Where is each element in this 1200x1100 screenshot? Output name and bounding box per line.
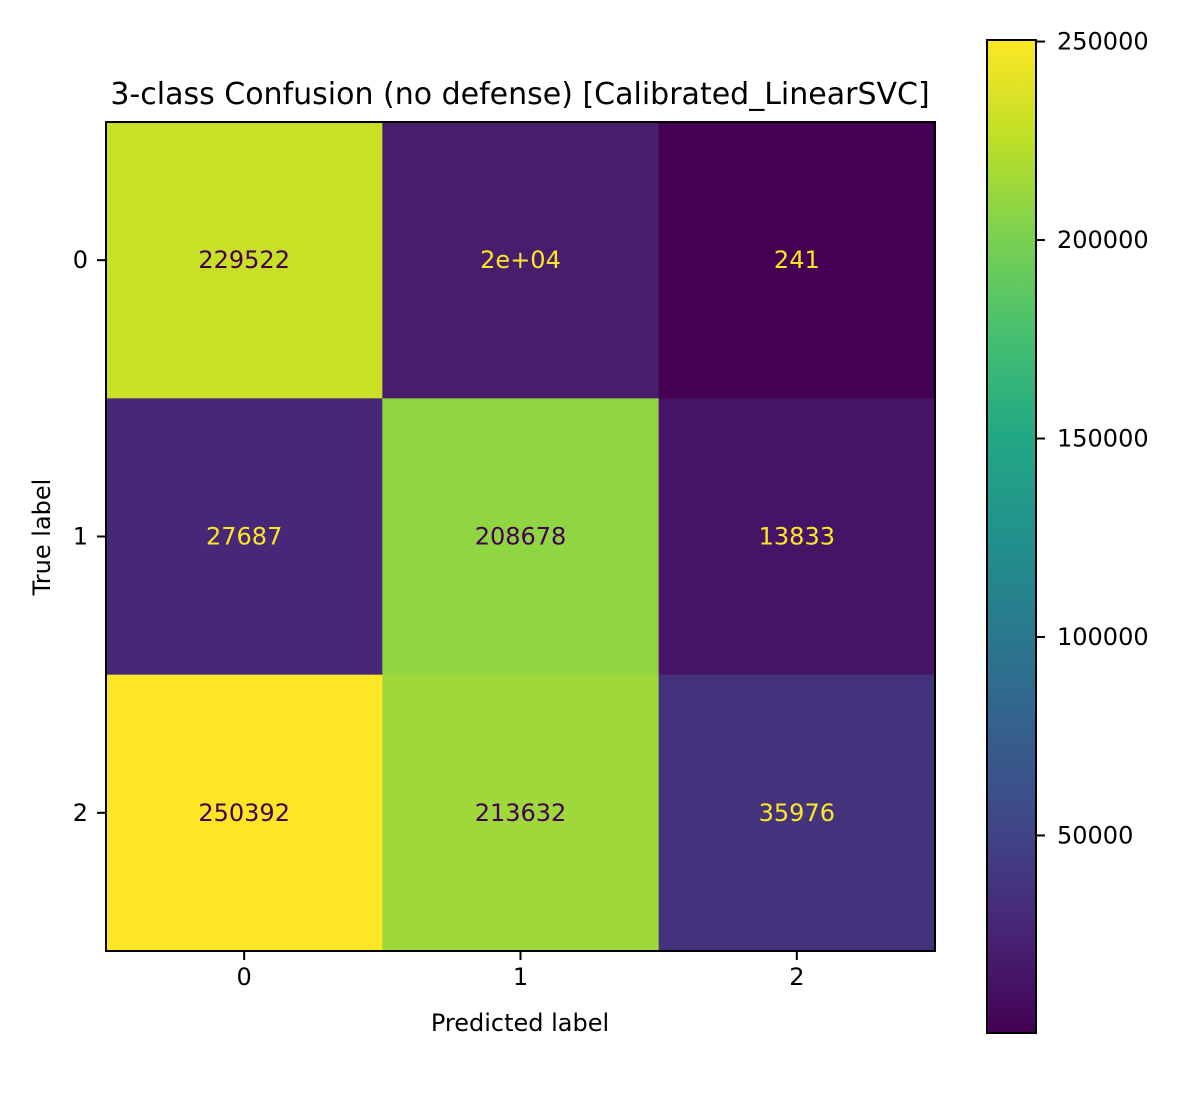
- y-tick-label-2: 2: [73, 799, 88, 827]
- colorbar-tick-label-2: 150000: [1057, 425, 1149, 453]
- cell-value-1-2: 13833: [759, 523, 835, 551]
- heatmap-cell-1-1: [382, 398, 660, 676]
- heatmap-cell-0-0: [106, 122, 383, 399]
- x-tick-label-1: 1: [513, 963, 528, 991]
- y-tick-label-1: 1: [73, 523, 88, 551]
- heatmap-cell-1-0: [106, 398, 383, 676]
- chart-title: 3-class Confusion (no defense) [Calibrat…: [110, 77, 929, 112]
- cell-value-2-2: 35976: [759, 799, 835, 827]
- x-tick-label-0: 0: [237, 963, 252, 991]
- cell-value-2-0: 250392: [198, 799, 290, 827]
- cell-value-0-0: 229522: [198, 246, 290, 274]
- heatmap-cell-2-1: [382, 674, 660, 952]
- cell-value-2-1: 213632: [475, 799, 567, 827]
- heatmap-cell-0-2: [658, 122, 936, 399]
- heatmap-cells: [106, 122, 936, 952]
- colorbar-tick-label-0: 50000: [1057, 821, 1133, 849]
- colorbar-ticks: 50000 100000 150000 200000 250000: [1036, 28, 1149, 849]
- x-tick-label-2: 2: [789, 963, 804, 991]
- cell-value-1-0: 27687: [206, 523, 282, 551]
- heatmap-cell-2-2: [658, 674, 936, 952]
- heatmap-cell-labels: 229522 2e+04 241 27687 208678 13833 250392 2136…: [198, 246, 835, 827]
- y-axis-ticks: 0 1 2: [73, 246, 106, 827]
- cell-value-0-2: 241: [774, 246, 820, 274]
- y-axis-label: True label: [28, 479, 56, 597]
- heatmap-cell-2-0: [106, 674, 383, 952]
- x-axis-ticks: 0 1 2: [237, 951, 804, 991]
- colorbar-tick-label-1: 100000: [1057, 623, 1149, 651]
- heatmap-cell-0-1: [382, 122, 660, 399]
- cell-value-0-1: 2e+04: [480, 246, 561, 274]
- colorbar-tick-label-3: 200000: [1057, 226, 1149, 254]
- x-axis-label: Predicted label: [431, 1009, 609, 1037]
- heatmap-cell-1-2: [658, 398, 936, 676]
- y-tick-label-0: 0: [73, 246, 88, 274]
- colorbar-tick-label-4: 250000: [1057, 28, 1149, 56]
- cell-value-1-1: 208678: [475, 523, 567, 551]
- colorbar: [986, 39, 1037, 1034]
